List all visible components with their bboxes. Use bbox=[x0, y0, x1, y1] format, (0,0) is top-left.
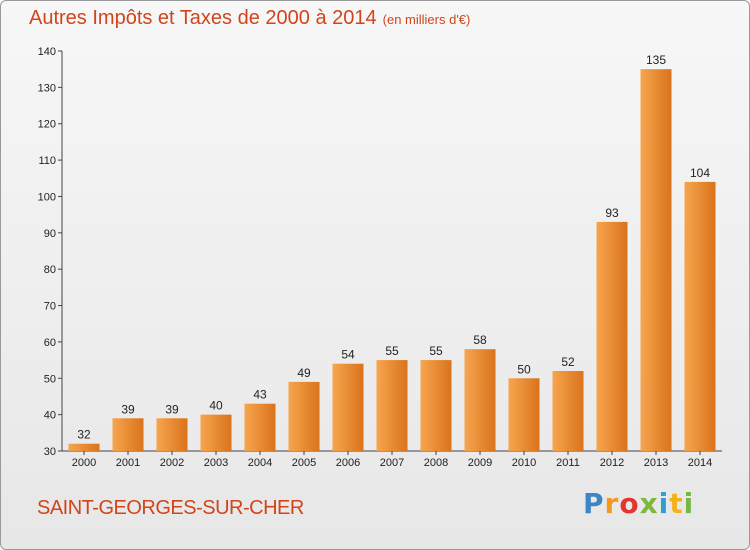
bar-value-label: 39 bbox=[121, 402, 135, 416]
y-tick-label: 140 bbox=[38, 46, 56, 58]
y-tick-label: 110 bbox=[38, 155, 56, 167]
bar-value-label: 104 bbox=[690, 166, 710, 180]
x-tick-label: 2001 bbox=[116, 457, 140, 469]
x-tick-label: 2003 bbox=[204, 457, 228, 469]
bar-value-label: 50 bbox=[517, 362, 531, 376]
x-tick-label: 2004 bbox=[248, 457, 272, 469]
y-tick-label: 130 bbox=[38, 82, 56, 94]
bar-value-label: 55 bbox=[385, 344, 399, 358]
chart-unit: (en milliers d'€) bbox=[382, 12, 471, 27]
x-tick-label: 2008 bbox=[424, 457, 448, 469]
bar bbox=[156, 418, 188, 451]
bar-value-label: 135 bbox=[646, 53, 666, 67]
chart-bars: 32 39 39 40 43 49 54 55 55 58 50 52 93 135 104 bbox=[68, 53, 716, 451]
x-tick-label: 2005 bbox=[292, 457, 316, 469]
bar bbox=[640, 69, 672, 451]
x-tick-label: 2012 bbox=[600, 457, 624, 469]
bar-value-label: 43 bbox=[253, 388, 267, 402]
chart-title: Autres Impôts et Taxes de 2000 à 2014 (en… bbox=[29, 7, 470, 30]
bar-value-label: 32 bbox=[77, 428, 91, 442]
y-tick-label: 50 bbox=[44, 373, 56, 385]
y-tick-label: 90 bbox=[44, 228, 56, 240]
bar bbox=[552, 371, 584, 451]
chart-title-text: Autres Impôts et Taxes de 2000 à 2014 bbox=[29, 7, 377, 29]
y-tick-label: 120 bbox=[38, 119, 56, 131]
bar-value-label: 39 bbox=[165, 402, 179, 416]
x-tick-label: 2007 bbox=[380, 457, 404, 469]
x-tick-label: 2010 bbox=[512, 457, 536, 469]
bar bbox=[200, 414, 232, 451]
bar-value-label: 58 bbox=[473, 333, 487, 347]
bar-value-label: 52 bbox=[561, 355, 575, 369]
bar bbox=[464, 349, 496, 451]
y-tick-label: 60 bbox=[44, 337, 56, 349]
bar bbox=[244, 403, 276, 451]
bar bbox=[376, 360, 408, 451]
bar-value-label: 55 bbox=[429, 344, 443, 358]
bar bbox=[288, 381, 320, 451]
y-tick-label: 30 bbox=[44, 446, 56, 458]
x-tick-label: 2014 bbox=[688, 457, 712, 469]
x-tick-label: 2006 bbox=[336, 457, 360, 469]
bar bbox=[596, 221, 628, 451]
x-tick-label: 2009 bbox=[468, 457, 492, 469]
bar-value-label: 54 bbox=[341, 348, 355, 362]
bar bbox=[684, 181, 716, 451]
commune-name: SAINT-GEORGES-SUR-CHER bbox=[37, 497, 304, 519]
bar-value-label: 93 bbox=[605, 206, 619, 220]
bar bbox=[508, 378, 540, 451]
x-tick-label: 2011 bbox=[556, 457, 580, 469]
y-tick-label: 70 bbox=[44, 301, 56, 313]
y-tick-label: 100 bbox=[38, 191, 56, 203]
y-tick-label: 80 bbox=[44, 264, 56, 276]
bar bbox=[112, 418, 144, 451]
x-tick-label: 2013 bbox=[644, 457, 668, 469]
bar-value-label: 49 bbox=[297, 366, 311, 380]
y-tick-label: 40 bbox=[44, 410, 56, 422]
bar bbox=[68, 443, 100, 451]
bar-value-label: 40 bbox=[209, 399, 223, 413]
proxiti-logo[interactable]: Proxiti bbox=[583, 487, 695, 520]
x-tick-label: 2000 bbox=[72, 457, 96, 469]
x-tick-label: 2002 bbox=[160, 457, 184, 469]
bar bbox=[420, 360, 452, 451]
bar bbox=[332, 363, 364, 451]
